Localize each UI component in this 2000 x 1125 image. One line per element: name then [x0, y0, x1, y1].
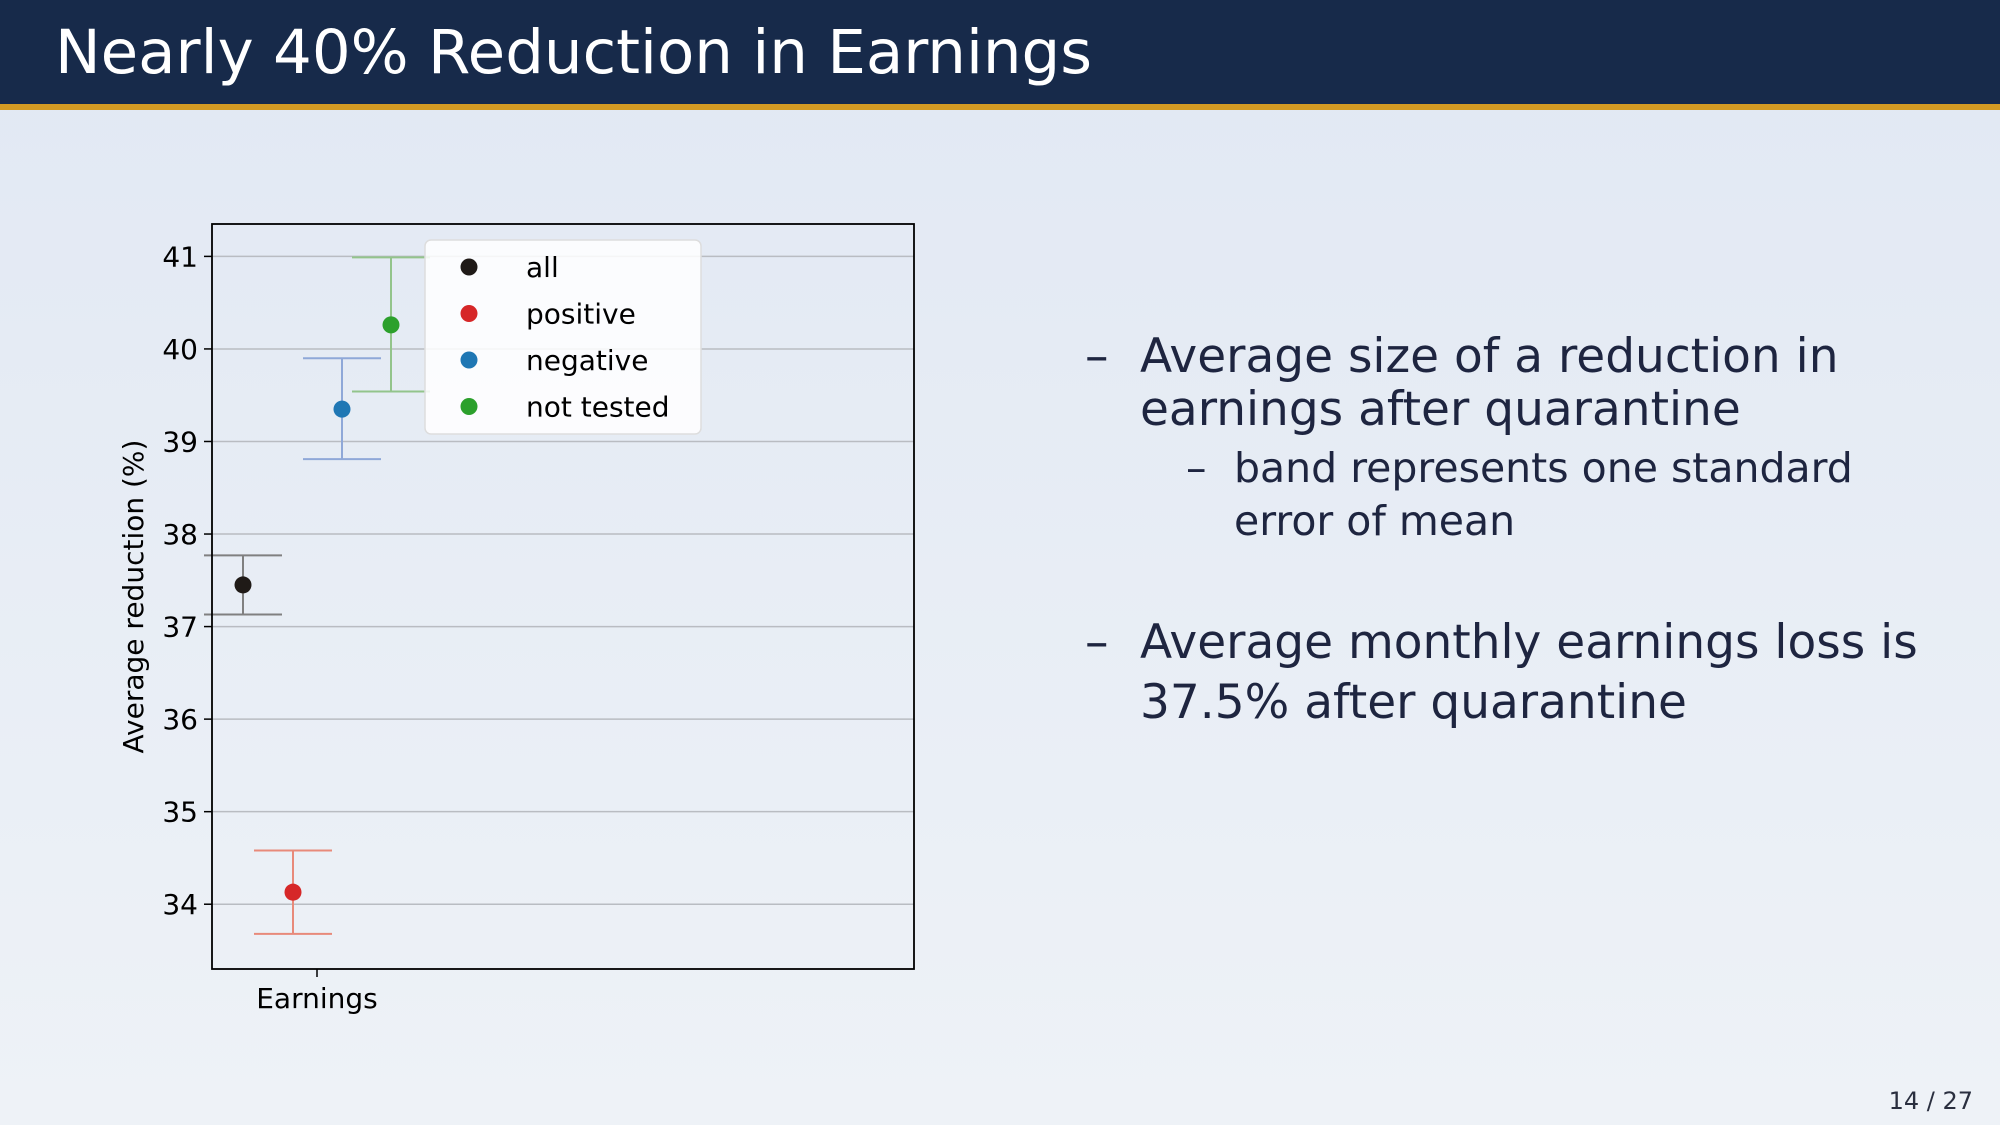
- page-number: 14 / 27: [1888, 1087, 1973, 1115]
- bullet-dash: –: [1085, 615, 1109, 670]
- legend-label: all: [526, 251, 559, 284]
- bullet-dash: –: [1085, 329, 1109, 384]
- y-tick-label: 37: [162, 611, 198, 644]
- bullet-text: Average size of a reduction in earnings …: [1140, 329, 1839, 437]
- sub-bullet-text: band represents one standard error of me…: [1234, 444, 1853, 545]
- data-point: [284, 883, 302, 901]
- bullet-item: – Average size of a reduction in earning…: [1085, 330, 1965, 436]
- plot-frame: [211, 223, 915, 970]
- data-point: [333, 400, 351, 418]
- sub-bullet-item: – band represents one standard error of …: [1186, 442, 1965, 548]
- legend-label: positive: [526, 298, 636, 331]
- legend-box: [424, 239, 702, 435]
- legend-marker: [460, 305, 478, 322]
- data-point: [234, 576, 252, 594]
- y-axis-label: Average reduction (%): [117, 440, 150, 754]
- legend-marker: [460, 258, 478, 276]
- legend-marker: [460, 351, 478, 369]
- y-tick-label: 41: [162, 240, 198, 273]
- bullet-dash: –: [1186, 444, 1207, 492]
- slide-title: Nearly 40% Reduction in Earnings: [55, 17, 1093, 88]
- y-tick-label: 39: [162, 425, 198, 458]
- bullet-list: – Average size of a reduction in earning…: [1085, 330, 1965, 733]
- y-tick-label: 35: [162, 796, 198, 829]
- slide-header: Nearly 40% Reduction in Earnings: [0, 0, 2000, 110]
- y-tick-label: 38: [162, 518, 198, 551]
- legend-label: negative: [526, 344, 648, 377]
- y-tick-label: 34: [162, 888, 198, 921]
- legend-marker: [460, 398, 478, 415]
- x-tick-label: Earnings: [256, 982, 378, 1015]
- bullet-item: – Average monthly earnings loss is 37.5%…: [1085, 613, 1965, 733]
- data-point: [382, 316, 400, 334]
- bullet-text: Average monthly earnings loss is 37.5% a…: [1140, 615, 1918, 730]
- y-tick-label: 36: [162, 703, 198, 736]
- y-tick-label: 40: [162, 333, 198, 366]
- legend-label: not tested: [526, 391, 670, 424]
